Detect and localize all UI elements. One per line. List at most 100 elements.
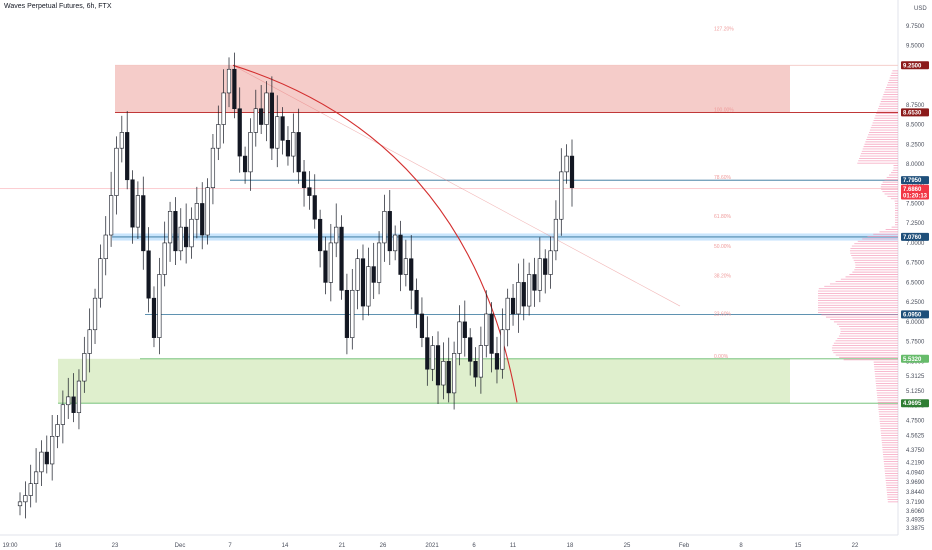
candle-body (328, 242, 333, 283)
candle-body (457, 321, 462, 354)
candle-body (301, 171, 307, 188)
candle-body (334, 226, 339, 244)
candle-body (532, 274, 537, 291)
candle-body (478, 345, 483, 378)
candle-body (253, 108, 258, 133)
candle-body (510, 297, 516, 315)
fib-level-label: 0.00% (714, 354, 729, 360)
price-tag[interactable] (901, 354, 929, 363)
candle-body (237, 108, 242, 157)
time-tick-label: 14 (282, 543, 289, 549)
candle-body (360, 258, 366, 307)
candle-body (135, 195, 141, 228)
candle-body (114, 147, 119, 196)
price-tag-label: 5.5320 (903, 357, 922, 363)
candle-body (264, 92, 269, 125)
candle-body (462, 321, 467, 338)
price-tick-label: 8.7500 (906, 103, 925, 109)
candle-body (548, 250, 553, 275)
price-tag[interactable] (901, 176, 929, 185)
candle-body (242, 155, 248, 173)
candle-body (189, 218, 194, 248)
candle-body (403, 258, 408, 275)
price-tick-label: 6.5000 (906, 280, 925, 286)
price-tick-label: 3.9690 (906, 480, 925, 486)
time-tick-label: 16 (55, 543, 62, 549)
candle-body (527, 274, 532, 307)
price-tick-label: 8.2500 (906, 142, 925, 148)
candle-body (157, 274, 162, 338)
time-tick-label: 8 (739, 543, 743, 549)
price-tick-label: 4.0940 (906, 470, 925, 476)
fib-level-label: 127.20% (714, 26, 734, 32)
candle-body (146, 250, 151, 299)
price-tag[interactable] (901, 399, 929, 408)
candle-body (232, 68, 237, 110)
time-tick-label: 11 (510, 543, 517, 549)
price-tag[interactable] (901, 108, 929, 117)
price-tag-label: 7.0760 (903, 235, 922, 241)
candle-body (76, 380, 82, 413)
candle-body (119, 132, 124, 149)
candle-body (393, 234, 398, 252)
price-tag-label: 7.7950 (903, 178, 922, 184)
price-tag[interactable] (901, 184, 929, 193)
candle-body (516, 282, 521, 315)
price-tag[interactable] (901, 310, 929, 319)
price-tick-label: 6.2500 (906, 300, 925, 306)
candle-body (205, 187, 210, 236)
candle-body (291, 132, 296, 157)
candle-body (167, 211, 173, 244)
candle-body (559, 171, 564, 220)
price-tag[interactable] (901, 232, 929, 241)
candle-body (210, 147, 216, 188)
candle-body (269, 92, 274, 149)
fib-level-label: 78.60% (714, 175, 732, 181)
price-tag-label: 9.2500 (903, 63, 922, 69)
price-tick-label: 3.8440 (906, 490, 925, 496)
candle-body (569, 155, 575, 188)
candle-body (435, 345, 441, 386)
candle-body (473, 361, 478, 378)
candle-body (82, 353, 87, 382)
price-tick-label: 8.0000 (906, 162, 925, 168)
candle-body (318, 218, 323, 252)
candle-body (17, 501, 23, 507)
trend-line (232, 65, 681, 307)
price-tag[interactable] (901, 61, 929, 70)
price-tick-label: 9.7500 (906, 24, 925, 30)
price-tick-label: 8.5000 (906, 123, 925, 129)
time-tick-label: 26 (380, 543, 387, 549)
time-tick-label: 6 (472, 543, 476, 549)
candle-body (409, 258, 414, 291)
price-tick-label: 6.7500 (906, 261, 925, 267)
time-tick-label: 22 (852, 543, 859, 549)
candle-body (307, 187, 312, 196)
candle-body (216, 124, 221, 149)
candle-body (39, 451, 44, 473)
candle-body (55, 424, 60, 437)
candle-body (125, 132, 130, 181)
candle-body (50, 436, 55, 465)
candle-body (312, 195, 317, 220)
price-tick-label: 5.7500 (906, 340, 925, 346)
candle-body (371, 266, 376, 283)
candle-body (323, 250, 328, 283)
support-zone (58, 358, 790, 404)
time-tick-label: 19:00 (2, 543, 18, 549)
candle-body (130, 179, 135, 228)
time-tick-label: Feb (679, 543, 690, 549)
candle-body (60, 404, 65, 425)
price-tick-label: 4.3750 (906, 448, 925, 454)
candle-body (162, 242, 167, 275)
candle-body (425, 337, 430, 370)
candle-body (92, 297, 98, 331)
candle-body (66, 396, 71, 406)
candle-body (248, 132, 253, 173)
price-tag[interactable] (901, 191, 929, 200)
candle-body (451, 353, 457, 394)
candle-body (430, 345, 435, 370)
candle-body (543, 258, 548, 275)
chart-title: Waves Perpetual Futures, 6h, FTX (4, 3, 112, 10)
